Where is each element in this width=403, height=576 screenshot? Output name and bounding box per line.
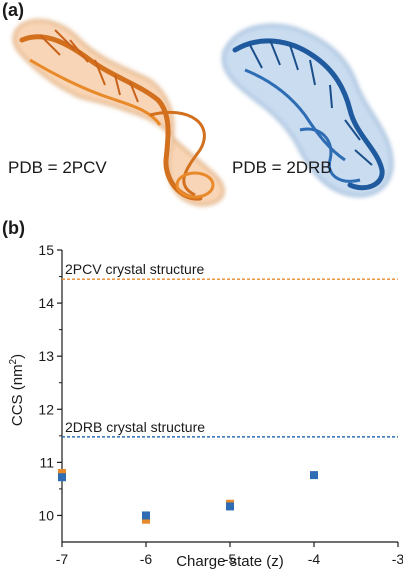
y-tick-label: 14 xyxy=(38,295,54,311)
x-tick-label: -4 xyxy=(308,551,321,567)
y-axis-label-tail: ) xyxy=(9,354,26,359)
data-point xyxy=(310,471,318,480)
y-tick-label: 13 xyxy=(38,348,54,364)
y-axis-label-main: CCS (nm xyxy=(9,364,26,426)
y-tick-label: 12 xyxy=(38,401,54,417)
data-point xyxy=(142,515,150,524)
x-tick-label: -6 xyxy=(140,551,153,567)
x-axis-label: Charge state (z) xyxy=(176,553,284,570)
data-point xyxy=(226,502,234,511)
data-point xyxy=(58,473,66,482)
chart-axes: 10 11 12 13 14 15 -7 -6 -5 -4 -3 xyxy=(38,242,403,567)
y-axis-label-sup: 2 xyxy=(8,358,19,364)
reference-lines: 2PCV crystal structure 2DRB crystal struc… xyxy=(62,261,398,438)
data-points xyxy=(58,468,318,524)
reference-line-label: 2DRB crystal structure xyxy=(65,419,205,435)
data-point xyxy=(58,468,66,477)
data-point xyxy=(142,511,150,520)
x-tick-label: -5 xyxy=(224,551,237,567)
structure-2drb-image xyxy=(222,24,394,197)
y-tick-label: 15 xyxy=(38,242,54,258)
x-tick-label: -7 xyxy=(56,551,69,567)
structure-2pcv-image xyxy=(12,19,225,207)
y-axis-label: CCS (nm2) xyxy=(8,354,26,426)
x-tick-label: -3 xyxy=(392,551,403,567)
y-tick-label: 10 xyxy=(38,507,54,523)
structure-renderings xyxy=(12,19,394,207)
y-tick-label: 11 xyxy=(39,454,54,470)
pdb-label-2drb: PDB = 2DRB xyxy=(232,158,332,177)
panel-b-label: (b) xyxy=(2,218,25,238)
pdb-label-2pcv: PDB = 2PCV xyxy=(8,158,107,177)
panel-a-label: (a) xyxy=(2,0,24,20)
reference-line-label: 2PCV crystal structure xyxy=(65,261,204,277)
ccs-scatter-chart: 10 11 12 13 14 15 -7 -6 -5 -4 -3 2PCV crystal stru… xyxy=(8,242,403,570)
